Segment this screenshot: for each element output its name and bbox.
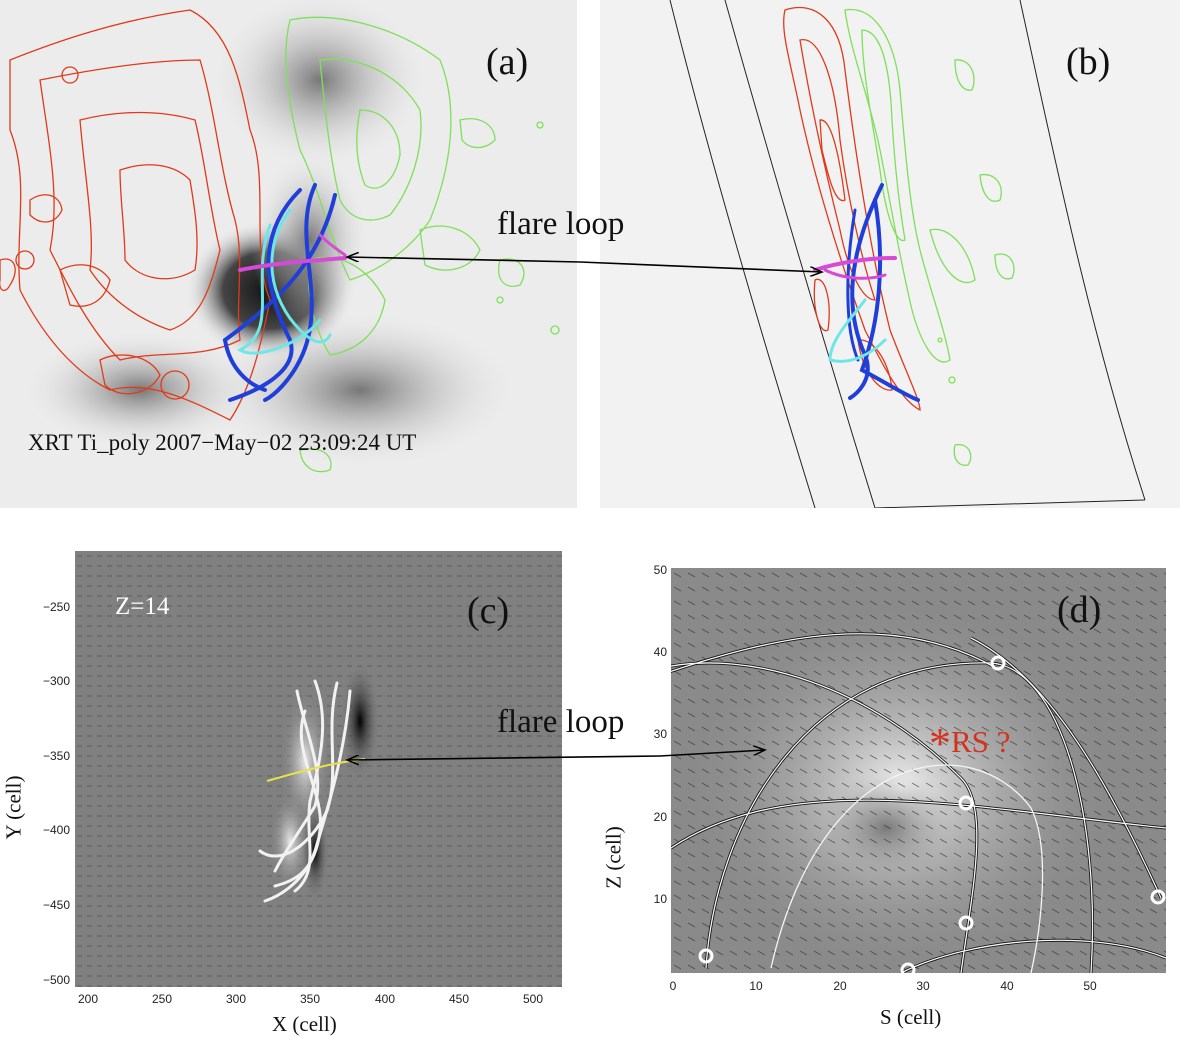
x-tick-label: 250	[151, 992, 173, 1006]
flare-loop-label-bottom: flare loop	[497, 704, 625, 740]
y-tick-label: 20	[653, 810, 667, 824]
x-tick-label: 350	[299, 992, 321, 1006]
x-tick-label: 500	[522, 992, 544, 1006]
y-tick-label: −450	[42, 898, 70, 912]
panel-a-letter: (a)	[486, 41, 529, 83]
current-density-bright	[270, 791, 310, 891]
panel-d-y-axis-title: Z (cell)	[601, 826, 626, 889]
flare-loop-label-top: flare loop	[497, 206, 625, 242]
y-tick-label: −300	[42, 674, 70, 688]
panel-b-extrapolation-view: (b)	[600, 0, 1180, 508]
curved-boundary-lines	[669, 0, 1146, 508]
z-level-label: Z=14	[115, 593, 170, 620]
velocity-vector-field	[671, 568, 1166, 973]
panel-c-y-axis-title: Y (cell)	[1, 775, 26, 840]
y-tick-label: 40	[653, 645, 667, 659]
y-tick-label: 10	[653, 892, 667, 906]
panel-b-graphics	[669, 0, 1146, 508]
field-line-bundle	[258, 679, 352, 903]
rs-text: RS ?	[951, 724, 1011, 759]
y-tick-label: −500	[42, 973, 70, 987]
coronal-emission	[20, 330, 260, 450]
footpoint-markers	[698, 655, 1166, 973]
y-tick-label: −350	[42, 749, 70, 763]
y-tick-label: 50	[653, 563, 667, 577]
coronal-emission	[250, 150, 370, 330]
panel-a-xrt-image: (a) XRT Ti_poly 2007−May−02 23:09:24 UT	[0, 0, 577, 508]
reconnection-site-label: *RS ?	[929, 718, 1010, 769]
flare-loop-lines	[222, 183, 347, 402]
x-tick-label: 40	[1000, 979, 1014, 993]
x-tick-label: 450	[448, 992, 470, 1006]
panel-d-graphics	[671, 568, 1166, 973]
x-tick-label: 30	[916, 979, 930, 993]
flare-loop-lines	[813, 183, 920, 402]
panel-a-caption: XRT Ti_poly 2007−May−02 23:09:24 UT	[28, 430, 417, 455]
x-tick-label: 300	[225, 992, 247, 1006]
rs-star-marker: *	[929, 719, 951, 768]
panel-d-letter: (d)	[1057, 589, 1102, 631]
x-tick-label: 10	[749, 979, 763, 993]
x-tick-label: 0	[669, 979, 677, 993]
panel-c-x-axis-title: X (cell)	[272, 1012, 337, 1036]
negative-polarity-contours	[844, 8, 1015, 466]
y-tick-label: −400	[42, 823, 70, 837]
panel-b-letter: (b)	[1066, 41, 1111, 83]
panel-c-plot-area: (c) Z=14	[75, 551, 562, 987]
x-tick-label: 400	[374, 992, 396, 1006]
coronal-emission	[210, 0, 430, 170]
panel-c-graphics	[75, 551, 562, 987]
x-tick-label: 20	[833, 979, 847, 993]
panel-c-letter: (c)	[467, 590, 510, 632]
x-tick-label: 50	[1083, 979, 1097, 993]
y-tick-label: −250	[42, 600, 70, 614]
panel-a-graphics	[0, 0, 560, 473]
panel-d-plot-area: (d) *RS ?	[671, 568, 1166, 973]
panel-d-x-axis-title: S (cell)	[880, 1005, 942, 1029]
positive-polarity-contours	[783, 6, 921, 412]
y-tick-label: 30	[653, 727, 667, 741]
x-tick-label: 200	[77, 992, 99, 1006]
